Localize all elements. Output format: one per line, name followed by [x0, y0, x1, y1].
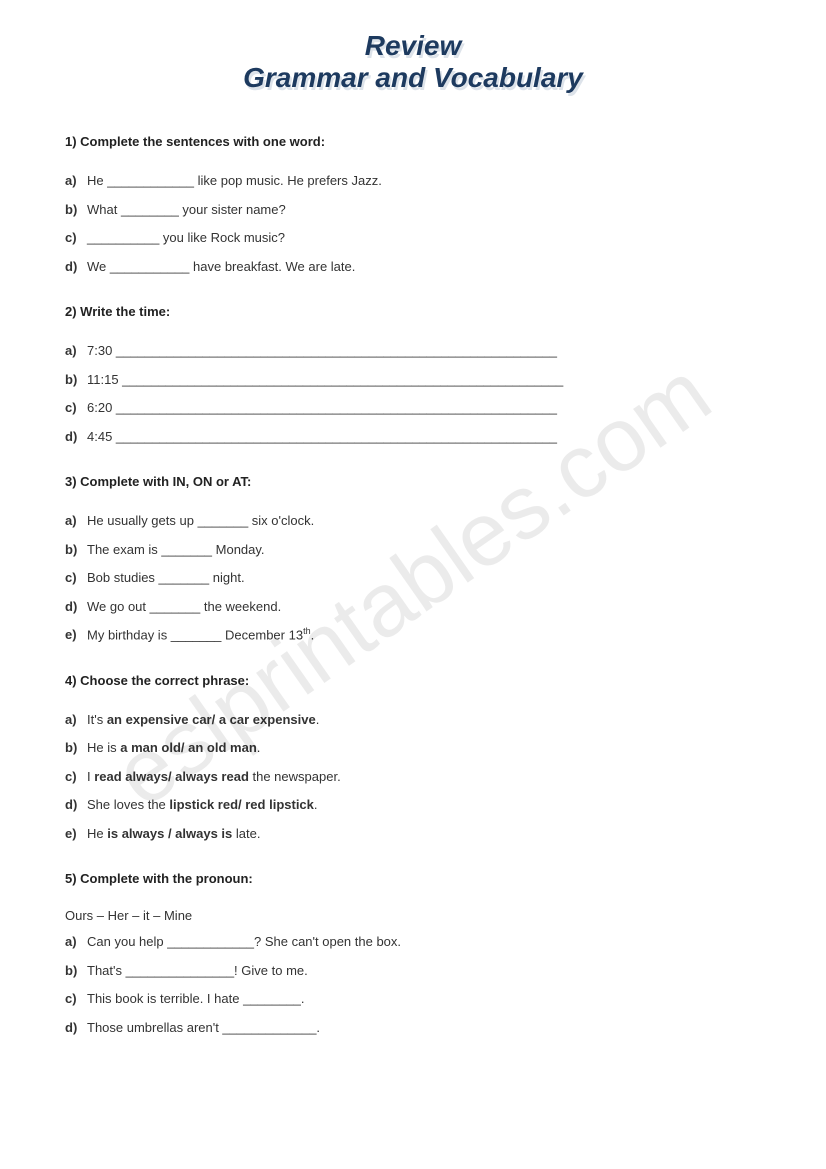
section-heading: 3) Complete with IN, ON or AT:: [65, 474, 761, 489]
question-item: b)11:15 ________________________________…: [65, 370, 761, 390]
item-label: b): [65, 961, 87, 981]
section-heading: 5) Complete with the pronoun:: [65, 871, 761, 886]
item-label: a): [65, 710, 87, 730]
page-title: Review Grammar and Vocabulary Review Gra…: [65, 30, 761, 94]
question-item: b)That's _______________! Give to me.: [65, 961, 761, 981]
item-text: He is a man old/ an old man.: [87, 738, 761, 758]
item-text: I read always/ always read the newspaper…: [87, 767, 761, 787]
item-label: a): [65, 341, 87, 361]
item-text: We ___________ have breakfast. We are la…: [87, 257, 761, 277]
item-text: It's an expensive car/ a car expensive.: [87, 710, 761, 730]
item-label: c): [65, 398, 87, 418]
item-text: He usually gets up _______ six o'clock.: [87, 511, 761, 531]
question-item: e)He is always / always is late.: [65, 824, 761, 844]
question-item: a)It's an expensive car/ a car expensive…: [65, 710, 761, 730]
item-label: c): [65, 568, 87, 588]
item-label: b): [65, 738, 87, 758]
item-label: d): [65, 795, 87, 815]
question-item: c)Bob studies _______ night.: [65, 568, 761, 588]
item-text: My birthday is _______ December 13th.: [87, 625, 761, 645]
item-label: c): [65, 228, 87, 248]
item-text: 7:30 ___________________________________…: [87, 341, 761, 361]
item-text: 6:20 ___________________________________…: [87, 398, 761, 418]
question-item: a)Can you help ____________? She can't o…: [65, 932, 761, 952]
question-item: c)I read always/ always read the newspap…: [65, 767, 761, 787]
question-item: c)__________ you like Rock music?: [65, 228, 761, 248]
item-text: Bob studies _______ night.: [87, 568, 761, 588]
item-text: The exam is _______ Monday.: [87, 540, 761, 560]
item-label: d): [65, 427, 87, 447]
item-label: a): [65, 932, 87, 952]
item-text: 11:15 __________________________________…: [87, 370, 761, 390]
item-label: e): [65, 824, 87, 844]
question-item: d)She loves the lipstick red/ red lipsti…: [65, 795, 761, 815]
question-item: d)We go out _______ the weekend.: [65, 597, 761, 617]
section-sublabel: Ours – Her – it – Mine: [65, 908, 761, 923]
item-label: c): [65, 989, 87, 1009]
item-text: That's _______________! Give to me.: [87, 961, 761, 981]
question-item: b)He is a man old/ an old man.: [65, 738, 761, 758]
item-text: She loves the lipstick red/ red lipstick…: [87, 795, 761, 815]
question-item: a)7:30 _________________________________…: [65, 341, 761, 361]
item-text: 4:45 ___________________________________…: [87, 427, 761, 447]
question-item: c)6:20 _________________________________…: [65, 398, 761, 418]
item-label: a): [65, 511, 87, 531]
item-label: b): [65, 540, 87, 560]
section-heading: 1) Complete the sentences with one word:: [65, 134, 761, 149]
question-item: a)He usually gets up _______ six o'clock…: [65, 511, 761, 531]
item-label: a): [65, 171, 87, 191]
item-text: __________ you like Rock music?: [87, 228, 761, 248]
title-line-2: Grammar and Vocabulary: [65, 62, 761, 94]
question-item: b)The exam is _______ Monday.: [65, 540, 761, 560]
item-label: c): [65, 767, 87, 787]
question-item: d)We ___________ have breakfast. We are …: [65, 257, 761, 277]
section-heading: 2) Write the time:: [65, 304, 761, 319]
item-label: e): [65, 625, 87, 645]
item-text: Those umbrellas aren't _____________.: [87, 1018, 761, 1038]
question-item: a)He ____________ like pop music. He pre…: [65, 171, 761, 191]
item-label: d): [65, 597, 87, 617]
item-text: This book is terrible. I hate ________.: [87, 989, 761, 1009]
item-label: d): [65, 1018, 87, 1038]
section-heading: 4) Choose the correct phrase:: [65, 673, 761, 688]
question-item: d)Those umbrellas aren't _____________.: [65, 1018, 761, 1038]
item-text: He is always / always is late.: [87, 824, 761, 844]
title-line-1: Review: [65, 30, 761, 62]
item-text: We go out _______ the weekend.: [87, 597, 761, 617]
item-label: b): [65, 200, 87, 220]
question-item: c)This book is terrible. I hate ________…: [65, 989, 761, 1009]
item-text: What ________ your sister name?: [87, 200, 761, 220]
item-text: Can you help ____________? She can't ope…: [87, 932, 761, 952]
question-item: b)What ________ your sister name?: [65, 200, 761, 220]
item-text: He ____________ like pop music. He prefe…: [87, 171, 761, 191]
question-item: d)4:45 _________________________________…: [65, 427, 761, 447]
item-label: b): [65, 370, 87, 390]
item-label: d): [65, 257, 87, 277]
question-item: e)My birthday is _______ December 13th.: [65, 625, 761, 645]
